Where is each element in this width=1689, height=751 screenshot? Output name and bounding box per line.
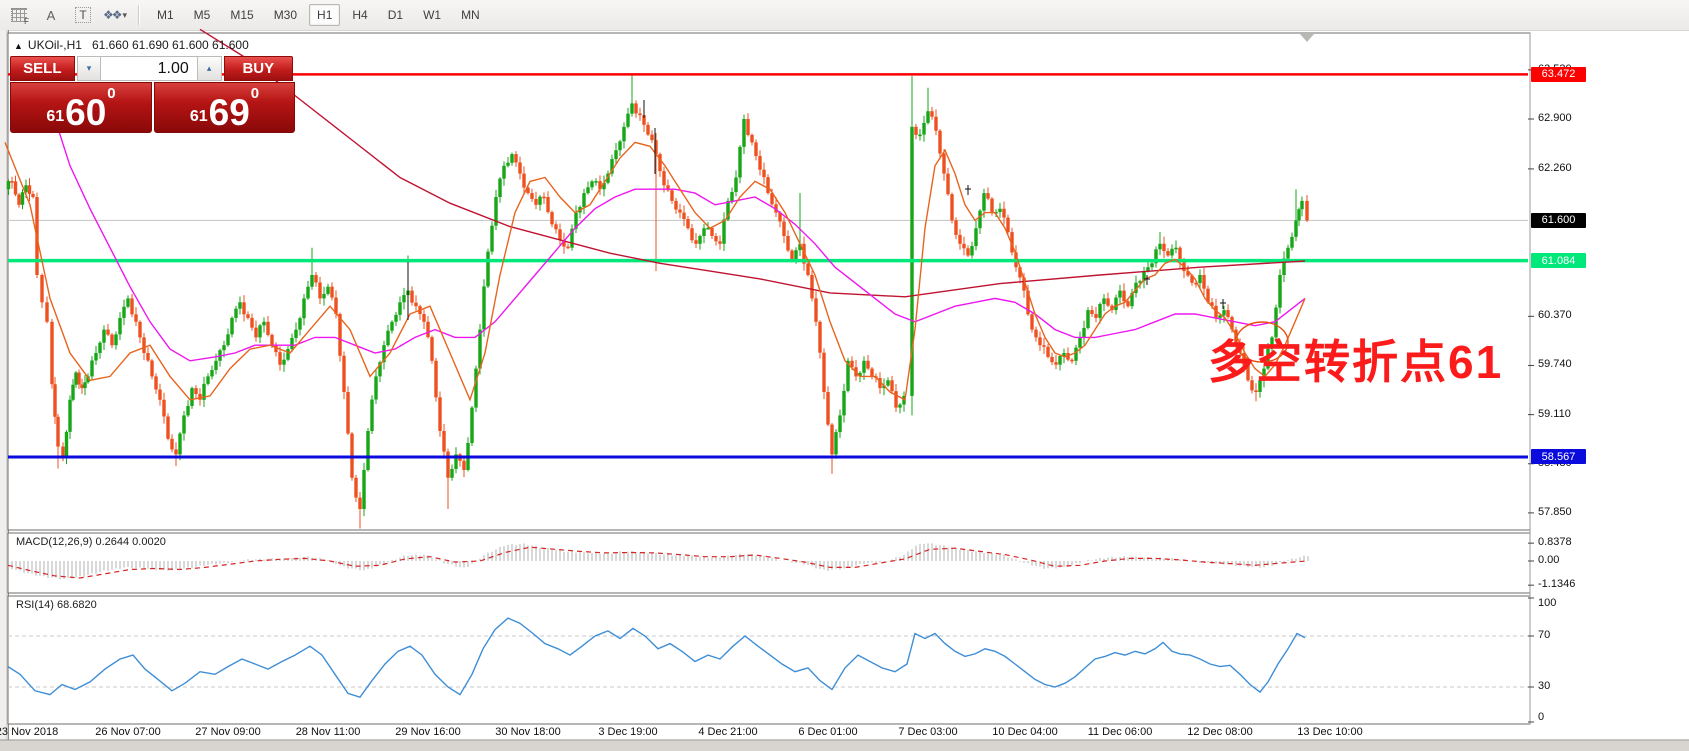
rsi-tick-70: 70 (1538, 629, 1551, 641)
font-a-icon[interactable]: A (46, 7, 56, 23)
price-badge-58.567: 58.567 (1531, 449, 1586, 465)
price-tick-57.850: 57.850 (1538, 505, 1572, 518)
volume-decrease-button[interactable]: ▾ (76, 56, 102, 81)
time-label: 10 Dec 04:00 (992, 726, 1058, 738)
rsi-tick-100: 100 (1538, 597, 1557, 609)
time-label: 13 Dec 10:00 (1297, 726, 1363, 738)
timeframe-bar: M1 M5 M15 M30 H1 H4 D1 W1 MN (147, 4, 490, 26)
time-label: 6 Dec 01:00 (798, 726, 858, 738)
timeframe-w1-button[interactable]: W1 (423, 8, 442, 22)
macd-tick-0.00: 0.00 (1538, 554, 1560, 566)
time-label: 12 Dec 08:00 (1187, 726, 1253, 738)
time-label: 28 Nov 11:00 (295, 726, 361, 738)
macd-tick--1.1346: -1.1346 (1538, 578, 1576, 591)
sell-price-sup: 0 (107, 85, 116, 102)
price-badge-63.472: 63.472 (1531, 66, 1586, 82)
rsi-label: RSI(14) 68.6820 (16, 599, 97, 611)
timeframe-mn-button[interactable]: MN (461, 8, 480, 22)
time-label: 26 Nov 07:00 (95, 726, 161, 738)
macd-label: MACD(12,26,9) 0.2644 0.0020 (16, 536, 166, 548)
timeframe-d1-button[interactable]: D1 (387, 8, 404, 22)
timeframe-m15-button[interactable]: M15 (230, 8, 254, 22)
buy-price-big: 69 (208, 92, 250, 133)
indicators-icon[interactable]: ❖❖ ▾ (102, 4, 128, 26)
price-tick-62.900: 62.900 (1538, 112, 1572, 124)
buy-price-prefix: 61 (189, 108, 208, 125)
time-label: 11 Dec 06:00 (1087, 726, 1153, 738)
chart-title: ▲ UKOil-,H1 61.660 61.690 61.600 61.600 (14, 38, 249, 52)
ohlc-values: 61.660 61.690 61.600 61.600 (91, 38, 249, 52)
status-strip (0, 740, 1689, 751)
price-tick-62.260: 62.260 (1538, 161, 1572, 174)
dropdown-arrow-icon[interactable]: ▾ (122, 9, 128, 20)
volume-increase-button[interactable]: ▴ (196, 56, 222, 81)
time-label: 4 Dec 21:00 (698, 726, 758, 738)
time-label: 3 Dec 19:00 (598, 726, 658, 738)
text-label-icon[interactable]: T (70, 4, 96, 26)
timeframe-h4-button[interactable]: H4 (352, 8, 368, 22)
time-label: 7 Dec 03:00 (898, 726, 958, 738)
price-badge-61.084: 61.084 (1531, 253, 1586, 269)
time-label: 27 Nov 09:00 (195, 726, 261, 738)
one-click-trade-panel: SELL ▾ 1.00 ▴ BUY 61 60 0 61 69 0 (10, 56, 295, 133)
macd-tick-0.8378: 0.8378 (1538, 536, 1572, 549)
price-tick-59.110: 59.110 (1538, 407, 1571, 420)
timeframe-m1-button[interactable]: M1 (157, 8, 174, 22)
expander-triangle-icon[interactable]: ▲ (14, 41, 23, 51)
symbol-period-label: UKOil-,H1 (27, 38, 82, 52)
price-tick-59.740: 59.740 (1538, 358, 1572, 371)
buy-button[interactable]: BUY (223, 56, 293, 81)
toolbar-separator (138, 5, 139, 25)
sell-price-display[interactable]: 61 60 0 (10, 82, 152, 133)
buy-price-sup: 0 (250, 85, 260, 102)
grid-f-icon[interactable]: F (6, 4, 32, 26)
time-label: 29 Nov 16:00 (395, 726, 461, 738)
price-tick-60.370: 60.370 (1538, 309, 1572, 322)
timeframe-m30-button[interactable]: M30 (273, 8, 298, 22)
rsi-tick-0: 0 (1538, 711, 1545, 723)
buy-price-display[interactable]: 61 69 0 (154, 82, 295, 133)
diamonds-glyph: ❖❖ (102, 8, 122, 22)
chart-shift-icon[interactable] (1300, 34, 1314, 42)
price-badge-61.600: 61.600 (1531, 212, 1586, 228)
chart-text-annotation: 多空转折点61 (1208, 336, 1504, 388)
toolbar: F A T ❖❖ ▾ M1 M5 M15 M30 H1 H4 D1 W1 MN (0, 0, 1689, 31)
sell-price-prefix: 61 (46, 108, 65, 125)
timeframe-h1-button[interactable]: H1 (309, 4, 341, 26)
time-label: 23 Nov 2018 (0, 726, 59, 738)
sell-price-big: 60 (65, 92, 107, 133)
time-label: 30 Nov 18:00 (495, 726, 561, 738)
sell-button[interactable]: SELL (10, 56, 75, 81)
timeframe-m5-button[interactable]: M5 (193, 8, 211, 22)
volume-input[interactable]: 1.00 (101, 56, 197, 81)
rsi-tick-30: 30 (1538, 680, 1551, 692)
